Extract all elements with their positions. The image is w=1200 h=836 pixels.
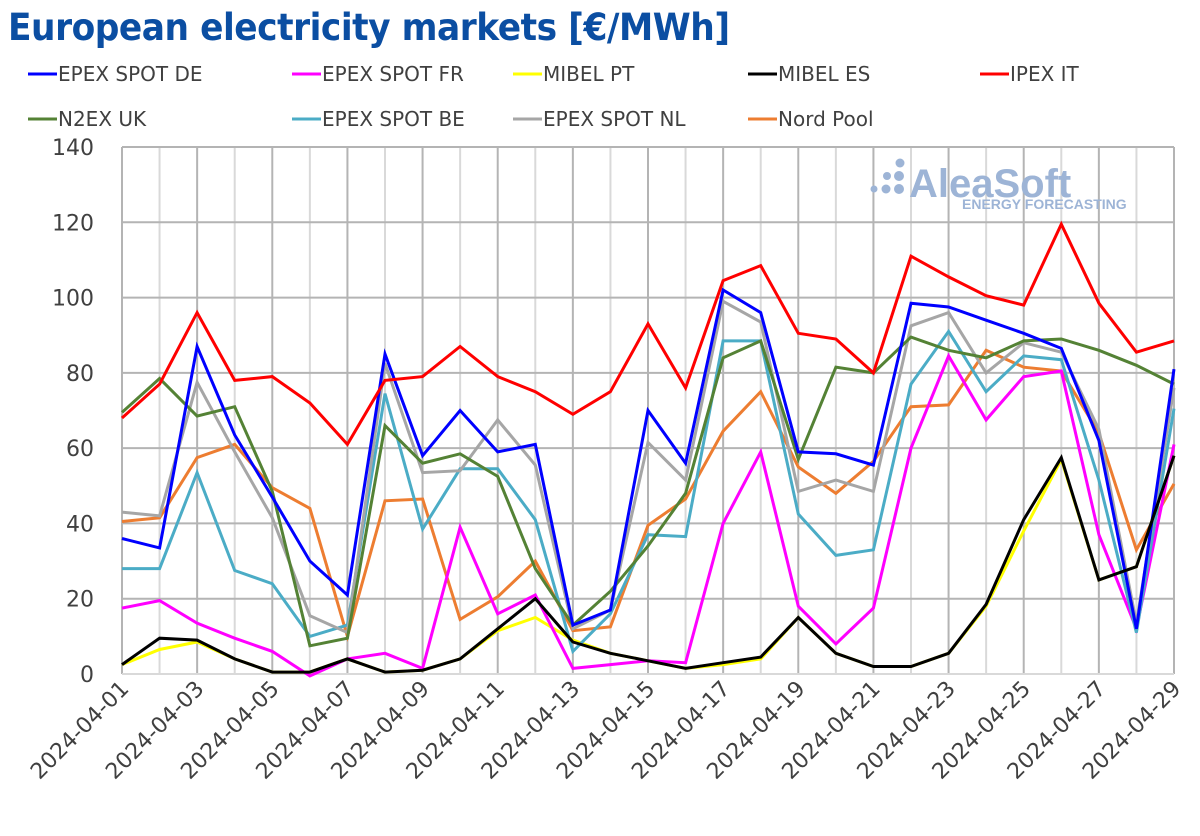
legend-item: EPEX SPOT FR	[292, 62, 464, 86]
legend-label: MIBEL ES	[778, 62, 870, 86]
legend-item: EPEX SPOT BE	[292, 107, 465, 131]
legend-label: EPEX SPOT DE	[58, 62, 203, 86]
series-line-epex-spot-de	[121, 287, 1176, 630]
y-tick-label: 20	[66, 588, 94, 613]
series-line-epex-spot-nl	[121, 299, 1176, 635]
legend-label: Nord Pool	[778, 107, 874, 131]
legend-item: MIBEL ES	[748, 62, 870, 86]
legend-label: EPEX SPOT FR	[322, 62, 464, 86]
legend-item: MIBEL PT	[513, 62, 635, 86]
legend-item: Nord Pool	[748, 107, 874, 131]
legend-label: EPEX SPOT BE	[322, 107, 465, 131]
dots-logo-icon	[870, 158, 905, 194]
legend-label: EPEX SPOT NL	[543, 107, 686, 131]
watermark-tagline: ENERGY FORECASTING	[962, 196, 1127, 212]
watermark: AleaSoft ENERGY FORECASTING	[870, 158, 1127, 212]
y-tick-label: 100	[52, 287, 94, 312]
y-tick-label: 60	[66, 437, 94, 462]
series-line-mibel-es	[121, 453, 1176, 674]
y-tick-label: 40	[66, 512, 94, 537]
y-tick-label: 120	[52, 211, 94, 236]
chart-title: European electricity markets [€/MWh]	[8, 6, 730, 49]
watermark-brand: AleaSoft	[909, 162, 1071, 206]
series-lines	[120, 220, 1176, 678]
legend-label: MIBEL PT	[543, 62, 635, 86]
legend-item: IPEX IT	[980, 62, 1080, 86]
series-line-ipex-it	[120, 220, 1175, 447]
series-line-n2ex-uk	[120, 335, 1175, 648]
legend-item: EPEX SPOT DE	[28, 62, 203, 86]
y-axis-ticks: 0 20 40 60 80 100 120 140	[52, 136, 94, 688]
y-tick-label: 0	[80, 663, 94, 688]
y-tick-label: 80	[66, 362, 94, 387]
legend-label: N2EX UK	[58, 107, 147, 131]
x-axis-ticks: 2024-04-012024-04-032024-04-052024-04-07…	[26, 677, 1186, 785]
legend: EPEX SPOT DE EPEX SPOT FR MIBEL PT MIBEL ES…	[28, 62, 1080, 131]
y-tick-label: 140	[52, 136, 94, 161]
legend-item: EPEX SPOT NL	[513, 107, 686, 131]
legend-label: IPEX IT	[1010, 62, 1080, 86]
series-line-nord-pool	[121, 348, 1176, 642]
series-line-epex-spot-be	[122, 328, 1176, 655]
legend-item: N2EX UK	[28, 107, 147, 131]
